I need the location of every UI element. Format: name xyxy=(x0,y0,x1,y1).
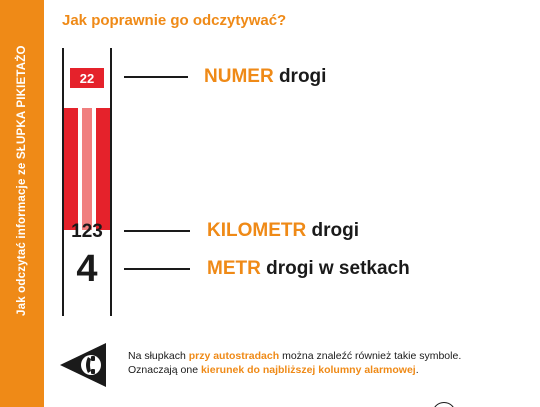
page-heading: Jak poprawnie go odczytywać? xyxy=(62,12,287,29)
note-line-2-start: Oznaczają one xyxy=(128,364,201,376)
stripe-light-center xyxy=(82,108,92,230)
callout-meter-highlight: METR xyxy=(207,258,261,279)
kilometer-pointer-line xyxy=(124,230,190,232)
side-title: Jak odczytać informacje ze SŁUPKA PIKIET… xyxy=(0,0,44,407)
red-stripes xyxy=(64,108,110,230)
kilometer-post: 22 123 4 xyxy=(62,48,112,316)
note-line-1-end: można znaleźć również takie symbole. xyxy=(279,350,462,362)
callout-kilometer-highlight: KILOMETR xyxy=(207,220,307,241)
post-kilometer: 123 xyxy=(71,221,103,242)
number-pointer-line xyxy=(124,76,188,78)
callout-meter: METR drogi w setkach xyxy=(207,258,410,280)
corner-circle-icon xyxy=(432,402,456,407)
callout-number-rest: drogi xyxy=(273,66,327,87)
callout-meter-rest: drogi w setkach xyxy=(260,258,410,279)
motorway-note: Na słupkach przy autostradach można znal… xyxy=(128,349,528,377)
note-line-1-highlight: przy autostradach xyxy=(188,350,280,362)
note-line-2-highlight: kierunek do najbliższej kolumny alarmowe… xyxy=(200,364,416,376)
meter-pointer-line xyxy=(124,268,190,270)
callout-number: NUMER drogi xyxy=(204,66,326,88)
note-line-2: Oznaczają one kierunek do najbliższej ko… xyxy=(128,363,528,377)
side-band xyxy=(0,0,44,407)
stripe-gap-right xyxy=(92,108,96,230)
note-line-2-end: . xyxy=(415,364,419,376)
road-number-badge: 22 xyxy=(70,68,104,88)
stripe-red-left xyxy=(64,108,78,230)
note-line-1-start: Na słupkach xyxy=(128,350,189,362)
stripe-red-right xyxy=(96,108,110,230)
callout-number-highlight: NUMER xyxy=(204,66,274,87)
side-title-text: Jak odczytać informacje ze SŁUPKA PIKIET… xyxy=(16,45,28,316)
note-line-1: Na słupkach przy autostradach można znal… xyxy=(128,349,528,363)
phone-direction-triangle-icon xyxy=(60,343,106,387)
callout-kilometer-rest: drogi xyxy=(306,220,359,241)
callout-kilometer: KILOMETR drogi xyxy=(207,220,359,242)
post-meter: 4 xyxy=(76,248,98,290)
stripe-gap-left xyxy=(78,108,82,230)
